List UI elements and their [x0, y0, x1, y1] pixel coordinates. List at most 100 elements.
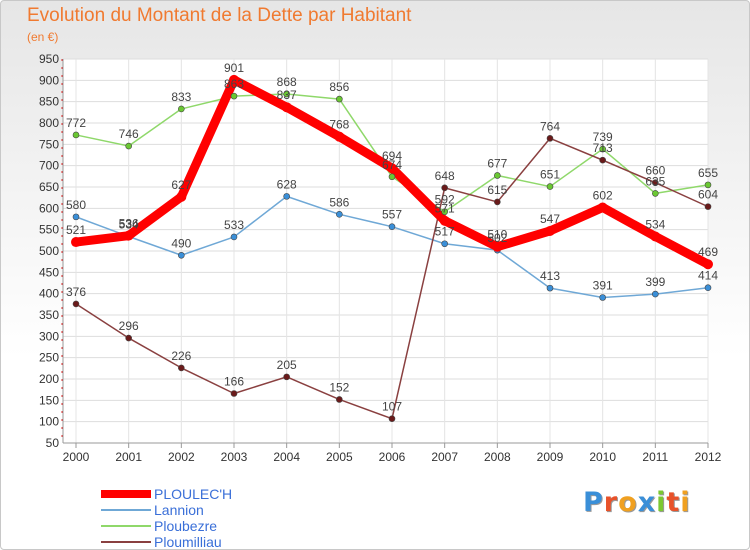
data-label: 651 — [540, 168, 560, 182]
data-label: 604 — [698, 188, 718, 202]
data-point — [72, 213, 80, 221]
data-point — [652, 290, 659, 298]
data-point — [230, 233, 238, 241]
data-point — [388, 223, 396, 230]
data-label: 391 — [593, 279, 613, 293]
data-point — [650, 231, 661, 242]
data-label: 746 — [119, 127, 139, 141]
x-tick-label: 2000 — [63, 450, 90, 464]
data-point — [599, 156, 606, 164]
data-label: 768 — [329, 118, 349, 132]
legend-swatch — [101, 509, 151, 511]
data-point — [546, 284, 554, 292]
legend-label: PLOULEC'H — [154, 486, 233, 502]
data-point — [545, 225, 555, 236]
data-label: 517 — [435, 225, 455, 239]
data-label: 152 — [329, 380, 349, 394]
data-label: 536 — [119, 217, 139, 231]
data-point — [546, 183, 554, 190]
data-point — [652, 179, 659, 187]
data-point — [178, 251, 185, 259]
data-point — [388, 173, 396, 181]
data-point — [441, 208, 448, 216]
y-tick-label: 150 — [39, 393, 59, 407]
data-point — [125, 142, 132, 150]
data-label: 547 — [540, 212, 560, 226]
data-label: 413 — [540, 269, 560, 283]
data-point — [441, 184, 448, 192]
x-tick-label: 2007 — [431, 450, 458, 464]
data-point — [178, 105, 185, 113]
x-tick-label: 2010 — [589, 450, 616, 464]
data-label: 772 — [66, 116, 86, 130]
data-label: 166 — [224, 375, 244, 389]
x-tick-label: 2005 — [326, 450, 353, 464]
data-label: 833 — [171, 90, 191, 104]
y-tick-label: 400 — [39, 287, 59, 301]
data-label: 739 — [593, 130, 613, 144]
data-label: 655 — [698, 166, 718, 180]
data-point — [546, 135, 554, 142]
data-label: 635 — [645, 174, 665, 188]
data-point — [704, 181, 712, 189]
y-tick-label: 900 — [39, 73, 59, 87]
data-point — [704, 203, 712, 210]
data-point — [283, 373, 290, 381]
x-tick-label: 2002 — [168, 450, 195, 464]
data-label: 592 — [435, 193, 455, 207]
data-point — [388, 415, 396, 422]
y-tick-label: 500 — [39, 244, 59, 258]
data-point — [71, 237, 81, 248]
y-tick-label: 350 — [39, 308, 59, 322]
data-label: 533 — [224, 218, 244, 232]
data-point — [334, 131, 345, 142]
data-point — [336, 396, 343, 403]
data-label: 521 — [66, 223, 86, 237]
data-label: 677 — [487, 156, 507, 170]
x-tick-label: 2009 — [537, 450, 564, 464]
data-label: 628 — [277, 177, 297, 191]
data-label: 694 — [382, 149, 402, 163]
legend-label: Ploubezre — [154, 518, 218, 534]
y-tick-label: 250 — [39, 351, 59, 365]
data-label: 660 — [645, 164, 665, 178]
data-point — [123, 230, 134, 241]
proxiti-logo: Proxiti — [583, 487, 691, 518]
data-point — [283, 193, 290, 200]
x-tick-label: 2003 — [221, 450, 248, 464]
data-label: 296 — [119, 319, 139, 333]
y-tick-label: 800 — [39, 116, 59, 130]
x-tick-label: 2004 — [273, 450, 300, 464]
x-tick-label: 2008 — [484, 450, 511, 464]
data-label: 602 — [593, 188, 613, 202]
y-tick-label: 600 — [39, 201, 59, 215]
data-label: 615 — [487, 183, 507, 197]
data-label: 226 — [171, 349, 191, 363]
data-label: 502 — [487, 231, 507, 245]
y-tick-label: 100 — [39, 415, 59, 429]
data-label: 837 — [277, 88, 297, 102]
data-label: 764 — [540, 119, 560, 133]
legend-label: Lannion — [154, 502, 204, 518]
data-point — [494, 198, 501, 206]
x-tick-label: 2001 — [115, 450, 142, 464]
legend-swatch — [101, 541, 151, 543]
data-label: 580 — [66, 198, 86, 212]
data-point — [441, 240, 448, 248]
y-tick-label: 50 — [46, 436, 60, 450]
data-point — [597, 202, 608, 213]
legend-swatch — [101, 525, 151, 527]
data-point — [387, 163, 397, 174]
data-label: 863 — [224, 77, 244, 91]
y-tick-label: 550 — [39, 223, 59, 237]
data-point — [599, 294, 606, 301]
y-tick-label: 300 — [39, 329, 59, 343]
data-point — [494, 172, 501, 179]
y-tick-label: 750 — [39, 137, 59, 151]
data-label: 376 — [66, 285, 86, 299]
data-point — [230, 92, 238, 100]
y-tick-label: 950 — [39, 52, 59, 66]
y-tick-label: 850 — [39, 95, 59, 109]
data-point — [336, 211, 343, 218]
